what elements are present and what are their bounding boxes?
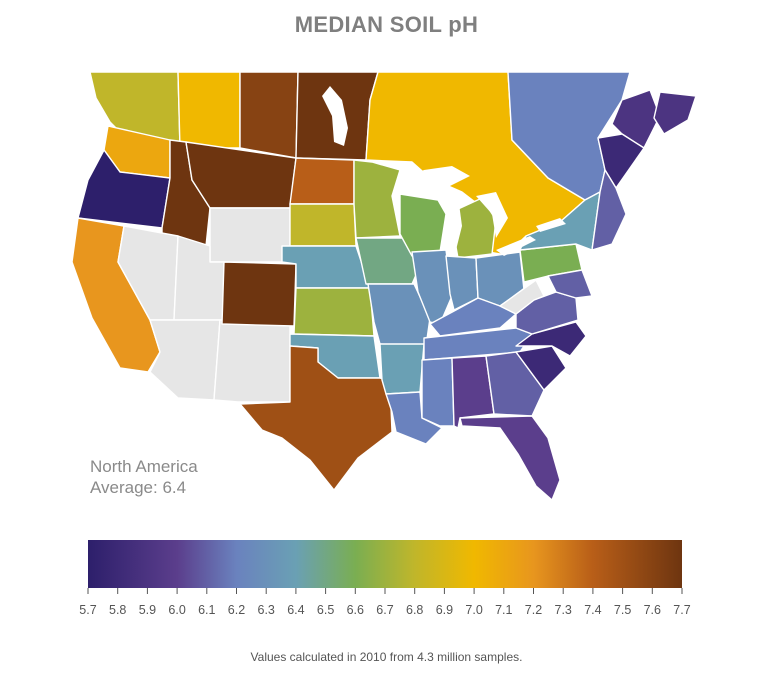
- lake-michigan: [448, 196, 462, 250]
- region-west-virginia: [499, 279, 545, 315]
- region-arkansas: [379, 343, 425, 395]
- ph-color-scale: 5.7 5.8 5.9 6.0 6.1 6.2 6.3 6.4 6.5 6.6 6.7 6.8 6.9 7…: [79, 540, 691, 617]
- colorbar-tick-label: 6.4: [287, 603, 304, 617]
- colorbar-tick-label: 6.8: [406, 603, 423, 617]
- region-arizona: [149, 319, 221, 401]
- colorbar-tick-label: 7.1: [495, 603, 512, 617]
- colorbar-tick-label: 6.1: [198, 603, 215, 617]
- region-wisconsin: [399, 193, 447, 257]
- region-florida: [459, 415, 561, 501]
- region-south-dakota: [289, 203, 357, 247]
- average-value-text: Average: 6.4: [90, 478, 187, 497]
- soil-ph-map: [71, 71, 697, 501]
- colorbar-gradient: [88, 540, 682, 588]
- colorbar-tick-label: 5.8: [109, 603, 126, 617]
- colorbar-tick-label: 7.6: [644, 603, 661, 617]
- lake-ontario: [536, 218, 566, 232]
- colorbar-tick-label: 7.2: [525, 603, 542, 617]
- lake-huron: [476, 192, 508, 238]
- region-kansas: [293, 287, 375, 337]
- lake-superior: [400, 166, 470, 194]
- colorbar-tick-label: 7.5: [614, 603, 631, 617]
- colorbar-tick-label: 6.2: [228, 603, 245, 617]
- region-nova-scotia: [653, 91, 697, 135]
- region-mississippi: [421, 357, 455, 427]
- lake-erie: [496, 236, 536, 256]
- colorbar-tick-label: 6.9: [436, 603, 453, 617]
- colorbar-ticks: 5.7 5.8 5.9 6.0 6.1 6.2 6.3 6.4 6.5 6.6 6.7 6.8 6.9 7…: [79, 588, 691, 617]
- region-north-dakota: [289, 157, 355, 205]
- lake-winnipeg: [322, 86, 348, 146]
- colorbar-tick-label: 7.3: [555, 603, 572, 617]
- region-new-england: [591, 169, 627, 251]
- region-alberta: [177, 71, 241, 149]
- region-south-carolina: [515, 345, 567, 391]
- footnote: Values calculated in 2010 from 4.3 milli…: [250, 650, 523, 664]
- colorbar-tick-label: 6.7: [376, 603, 393, 617]
- colorbar-tick-label: 6.5: [317, 603, 334, 617]
- colorbar-tick-label: 5.9: [139, 603, 156, 617]
- region-saskatchewan: [239, 71, 299, 159]
- region-new-mexico: [213, 319, 291, 403]
- average-region-text: North America: [90, 457, 198, 476]
- map-title: MEDIAN SOIL pH: [294, 12, 479, 37]
- colorbar-tick-label: 7.4: [584, 603, 601, 617]
- region-georgia: [485, 351, 545, 417]
- colorbar-tick-label: 6.6: [347, 603, 364, 617]
- colorbar-tick-label: 6.3: [258, 603, 275, 617]
- region-texas: [239, 345, 393, 491]
- average-label: North America Average: 6.4: [90, 456, 198, 498]
- region-minnesota: [353, 159, 401, 239]
- region-mid-atlantic: [547, 269, 593, 299]
- colorbar-tick-label: 5.7: [79, 603, 96, 617]
- colorbar-tick-label: 6.0: [168, 603, 185, 617]
- region-wyoming: [209, 207, 291, 263]
- region-louisiana: [385, 391, 443, 445]
- region-colorado: [221, 261, 297, 327]
- colorbar-tick-label: 7.0: [465, 603, 482, 617]
- colorbar-tick-label: 7.7: [673, 603, 690, 617]
